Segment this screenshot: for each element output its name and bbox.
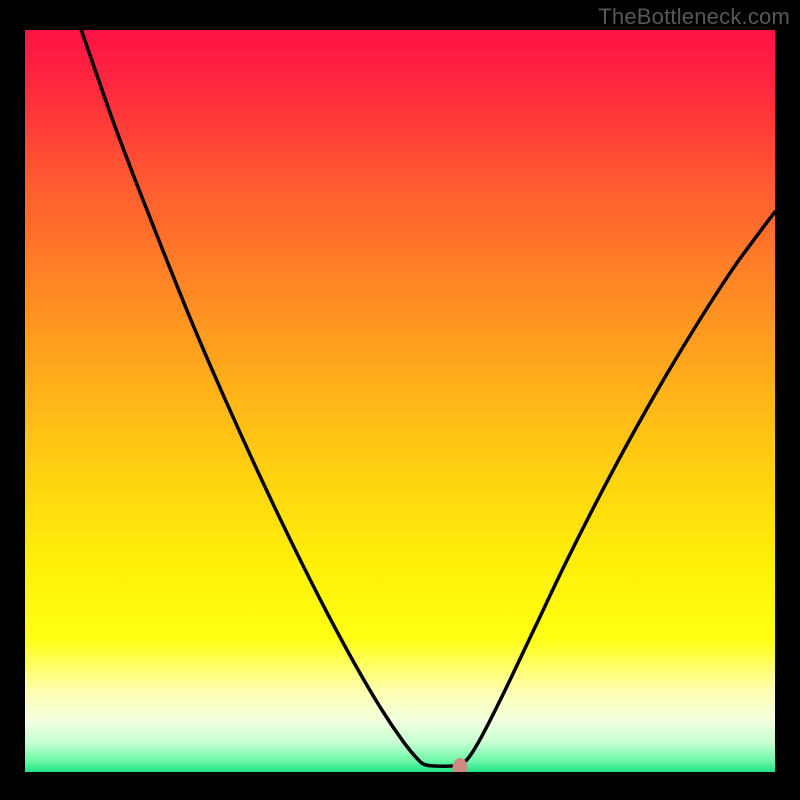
chart-background bbox=[25, 30, 775, 772]
watermark-text: TheBottleneck.com bbox=[598, 4, 790, 30]
optimal-point-marker bbox=[453, 759, 467, 777]
bottleneck-chart bbox=[0, 0, 800, 800]
